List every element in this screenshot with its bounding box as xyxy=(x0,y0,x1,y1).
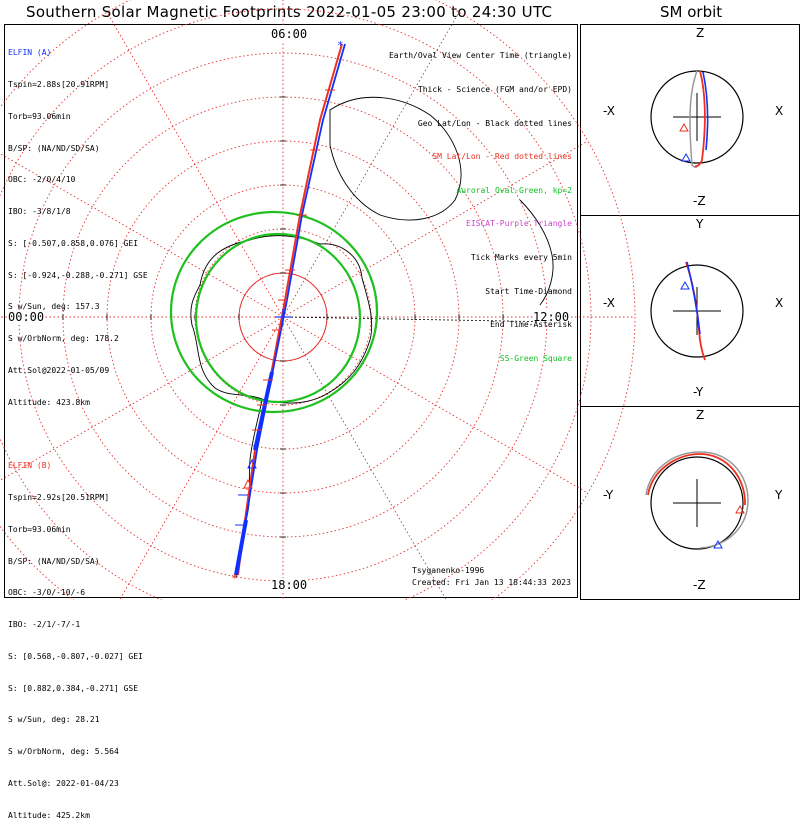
orbit1-red-track xyxy=(694,70,706,168)
elfin-b-line: Torb=93.06min xyxy=(8,524,71,534)
elfin-a-line: Torb=93.06min xyxy=(8,111,71,121)
elfin-a-line: IBO: -3/8/1/8 xyxy=(8,207,71,217)
elfin-a-track xyxy=(234,43,346,576)
footprint-panel xyxy=(4,24,578,598)
mlt-label-right: 12:00 xyxy=(533,310,570,324)
elfin-b-line: S w/Sun, deg: 28.21 xyxy=(8,715,100,725)
elfin-a-line: Att.Sol@2022-01-05/09 xyxy=(8,366,110,375)
legend-entry: Auroral Oval-Green, kp=2 xyxy=(456,185,572,195)
mlt-label-left: 00:00 xyxy=(8,310,45,324)
orbit3-left: -Y xyxy=(603,488,614,502)
elfin-b-line: Altitude: 425.2km xyxy=(8,810,90,820)
orbit2-left: -X xyxy=(603,296,615,310)
orbit3-earth xyxy=(650,456,744,550)
elfin-a-name: ELFIN (A) xyxy=(8,48,52,58)
sm-lon-line xyxy=(106,11,284,318)
elfin-a-line: Altitude: 423.8km xyxy=(8,397,90,407)
orbit1-gray-track xyxy=(689,70,698,168)
elfin-b-line: S: [0.882,0.384,-0.271] GSE xyxy=(8,683,139,693)
orbit1-top: Z xyxy=(696,26,705,40)
footprint-plot: ** xyxy=(0,0,749,600)
orbit2-blue-track xyxy=(686,261,701,335)
sm-lat-circle xyxy=(0,0,636,600)
elfin-a-line: S: [-0.507,0.858,0.076] GEI xyxy=(8,238,139,248)
elfin-a-science-segment xyxy=(253,371,274,451)
elfin-b-line: Tspin=2.92s[20.51RPM] xyxy=(8,492,110,502)
orbit3-blue-triangle xyxy=(713,539,723,549)
orbit3-top: Z xyxy=(696,408,705,422)
orbit2-earth xyxy=(650,264,744,358)
orbit2-right: X xyxy=(775,296,784,310)
orbit-title: SM orbit xyxy=(660,3,723,21)
legend-entry: Geo Lat/Lon - Black dotted lines xyxy=(417,118,572,128)
elfin-b-line: B/SP: (NA/ND/SD/SA) xyxy=(8,556,100,566)
elfin-a-line: Tspin=2.88s[20.91RPM] xyxy=(8,79,110,89)
orbit1-left: -X xyxy=(603,104,615,118)
elfin-a-info: ELFIN (A) Tspin=2.88s[20.91RPM] Torb=93.… xyxy=(8,27,148,419)
elfin-a-line: OBC: -2/0/4/10 xyxy=(8,175,76,185)
sm-lon-line xyxy=(0,316,284,481)
coastline-antarctica xyxy=(190,235,373,404)
orbit2-bottom: -Y xyxy=(693,385,704,399)
mlt-label-top: 06:00 xyxy=(271,27,308,41)
legend-entry: Earth/Oval View Center Time (triangle) xyxy=(388,51,572,61)
orbit3-red-track xyxy=(647,453,746,506)
legend-entry: SM Lat/Lon - Red dotted lines xyxy=(432,152,572,162)
orbit1-blue-triangle xyxy=(681,152,691,162)
page-title: Southern Solar Magnetic Footprints 2022-… xyxy=(26,3,553,21)
legend-entry: Start Time-Diamond xyxy=(485,286,572,296)
orbit1-bottom: -Z xyxy=(693,194,706,208)
orbit2-blue-triangle xyxy=(680,280,690,290)
elfin-a-science-segment xyxy=(234,519,248,576)
elfin-b-name: ELFIN (B) xyxy=(8,461,52,471)
elfin-b-line: OBC: -3/0/-10/-6 xyxy=(8,588,86,598)
elfin-b-info: ELFIN (B) Tspin=2.92s[20.51RPM] Torb=93.… xyxy=(8,440,143,832)
footer-author: Tsyganenko-1996 xyxy=(412,566,485,575)
legend-entry: End Time-Asterisk xyxy=(490,320,572,330)
sm-lon-line xyxy=(282,316,447,600)
sm-lon-line xyxy=(282,140,589,318)
auroral-oval-outer xyxy=(169,210,379,414)
elfin-a-line: S w/OrbNorm, deg: 178.2 xyxy=(8,334,119,344)
elfin-a-end-asterisk: * xyxy=(337,39,344,52)
orbit3-bottom: -Z xyxy=(693,578,706,592)
elfin-b-line: S w/OrbNorm, deg: 5.564 xyxy=(8,747,119,757)
orbit1-red-triangle xyxy=(679,122,689,132)
footer-created: Created: Fri Jan 13 18:44:33 2023 xyxy=(412,578,571,587)
orbit3-right: Y xyxy=(775,488,783,502)
legend-entry: SS-Green Square xyxy=(499,353,572,363)
sm-lon-line xyxy=(282,11,460,318)
mlt-label-bottom: 18:00 xyxy=(271,578,308,592)
elfin-b-line: S: [0.568,-0.807,-0.027] GEI xyxy=(8,651,143,661)
legend: Earth/Oval View Center Time (triangle) T… xyxy=(389,28,572,375)
orbit1-right: X xyxy=(775,104,784,118)
elfin-b-end-asterisk: * xyxy=(231,572,238,585)
orbit3-gray-track xyxy=(645,451,749,549)
elfin-a-line: B/SP: (NA/ND/SD/SA) xyxy=(8,143,100,153)
legend-entry: Thick - Science (FGM and/or EPD) xyxy=(417,85,572,95)
orbit2-top: Y xyxy=(696,217,704,231)
orbit1-blue-track xyxy=(702,71,709,151)
sm-lon-line xyxy=(282,316,589,494)
elfin-b-line: IBO: -2/1/-7/-1 xyxy=(8,620,81,630)
sm-lon-line xyxy=(119,316,284,600)
sm-lon-line xyxy=(0,153,284,318)
elfin-b-track xyxy=(237,43,343,576)
orbit3-red-triangle xyxy=(735,504,745,514)
elfin-a-line: S w/Sun, deg: 157.3 xyxy=(8,302,100,312)
legend-entry: EISCAT-Purple Triangle xyxy=(466,219,572,229)
elfin-a-center-triangle xyxy=(247,458,257,469)
elfin-a-line: S: [-0.924,-0.288,-0.271] GSE xyxy=(8,270,148,280)
legend-entry: Tick Marks every 5min xyxy=(470,253,572,263)
elfin-b-center-triangle xyxy=(243,478,253,489)
auroral-oval-inner xyxy=(194,232,362,404)
elfin-b-line: Att.Sol@: 2022-01-04/23 xyxy=(8,779,119,788)
coastline-australia xyxy=(329,96,462,221)
coastline-africa xyxy=(519,199,554,306)
